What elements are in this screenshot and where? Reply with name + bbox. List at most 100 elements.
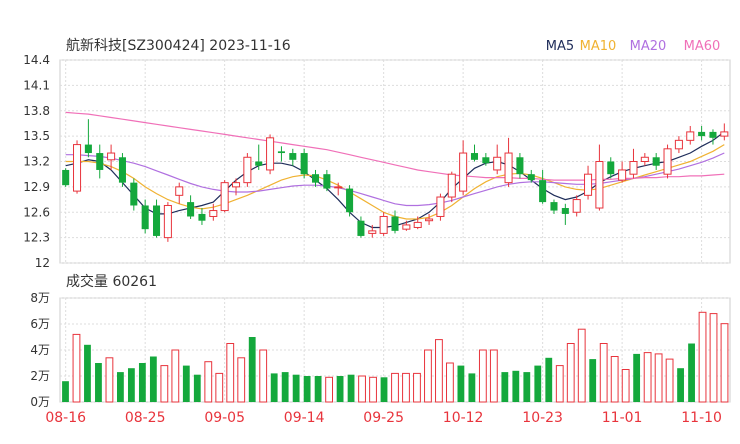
volume-bar-down (248, 337, 256, 402)
volume-bar-up (599, 343, 608, 403)
price-tick-label: 13.5 (23, 129, 50, 143)
candle-body-up (640, 156, 649, 162)
volume-bar-down (677, 368, 684, 402)
candle-body-up (163, 204, 172, 239)
volume-tick-label: 6万 (30, 317, 50, 331)
candle-body-up (220, 182, 229, 212)
candle-body-down (391, 216, 399, 231)
volume-bar-up (566, 343, 575, 403)
volume-bar-down (589, 359, 597, 402)
candle-body-down (346, 188, 354, 213)
volume-bar-down (512, 370, 520, 402)
candle-body-down (300, 153, 308, 175)
candle-body-up (73, 144, 82, 192)
candle-body-down (153, 205, 161, 236)
candle-body-down (561, 208, 569, 214)
candle-body-down (311, 174, 320, 183)
legend-ma60: MA60 (684, 39, 721, 54)
x-tick-label: 09-05 (204, 410, 245, 426)
volume-bar-down (84, 344, 91, 402)
volume-bar-down (501, 372, 509, 402)
volume-bar-up (720, 323, 729, 403)
volume-tick-label: 4万 (30, 343, 50, 357)
candle-body-down (470, 153, 479, 160)
volume-bar-down (117, 372, 124, 402)
candle-body-down (550, 202, 558, 211)
candle-body-up (266, 137, 275, 171)
volume-bar-down (688, 343, 695, 402)
x-tick-label: 08-16 (45, 410, 86, 426)
x-tick-label: 09-14 (284, 410, 325, 426)
volume-bar-up (259, 349, 268, 403)
volume-bar-up (435, 339, 443, 403)
candle-body-up (663, 148, 672, 175)
candle-body-up (629, 161, 638, 175)
candle-body-down (607, 161, 615, 175)
candle-body-down (118, 157, 126, 183)
volume-bar-up (171, 349, 180, 403)
volume-bar-down (545, 357, 553, 402)
candle-body-down (255, 161, 263, 166)
volume-bar-down (138, 363, 146, 402)
volume-bar-up (610, 356, 619, 403)
volume-bar-up (391, 372, 399, 403)
candle-body-up (334, 186, 343, 189)
volume-bar-up (555, 365, 564, 403)
candle-body-up (402, 224, 411, 230)
candle-body-up (459, 152, 468, 192)
volume-tick-label: 2万 (30, 369, 50, 383)
candle-body-up (243, 156, 252, 184)
volume-bar-up (698, 311, 707, 403)
volume-bar-down (633, 353, 641, 402)
x-tick-label: 10-23 (522, 410, 563, 426)
volume-bar-down (380, 377, 388, 402)
volume-bar-down (95, 363, 102, 402)
candle-body-up (584, 173, 593, 196)
candle-body-up (572, 199, 581, 213)
price-tick-label: 13.8 (23, 104, 50, 118)
x-tick-label: 11-01 (602, 410, 643, 426)
candle-body-up (413, 221, 422, 228)
volume-bar-up (489, 349, 498, 403)
price-tick-label: 12.6 (23, 205, 50, 219)
volume-bar-up (413, 372, 421, 403)
volume-bar-down (62, 381, 69, 402)
volume-bar-up (478, 349, 487, 403)
volume-bar-down (182, 365, 190, 402)
volume-bar-down (534, 365, 542, 402)
volume-bar-down (303, 376, 311, 402)
candle-body-down (62, 169, 70, 186)
volume-bar-down (292, 374, 300, 402)
volume-bar-up (226, 343, 235, 403)
volume-tick-label: 0万 (30, 395, 50, 409)
volume-bar-up (369, 376, 377, 403)
volume-bar-down (314, 376, 322, 402)
candle-body-up (686, 131, 695, 141)
candle-body-up (447, 173, 456, 198)
price-tick-label: 12 (35, 256, 50, 270)
x-tick-label: 08-25 (125, 410, 166, 426)
volume-tick-label: 8万 (30, 291, 50, 305)
candle-body-down (698, 131, 706, 137)
volume-bar-down (127, 368, 135, 402)
volume-bar-down (281, 372, 289, 402)
volume-bar-down (149, 356, 157, 402)
volume-bar-up (621, 369, 630, 403)
candle-body-up (493, 156, 502, 171)
volume-bar-up (665, 358, 674, 403)
candle-body-up (231, 182, 241, 188)
candle-body-down (709, 131, 717, 138)
candle-body-up (209, 210, 218, 217)
price-tick-label: 13.2 (23, 155, 50, 169)
volume-bar-up (424, 349, 432, 403)
legend-ma5: MA5 (546, 39, 574, 54)
volume-bar-down (457, 365, 465, 402)
volume-bar-up (237, 357, 246, 403)
volume-bar-up (358, 375, 366, 403)
candle-body-up (720, 131, 729, 137)
volume-bar-up (643, 352, 652, 403)
candle-body-down (323, 174, 331, 189)
volume-bar-down (347, 374, 355, 402)
volume-bar-up (325, 376, 334, 403)
